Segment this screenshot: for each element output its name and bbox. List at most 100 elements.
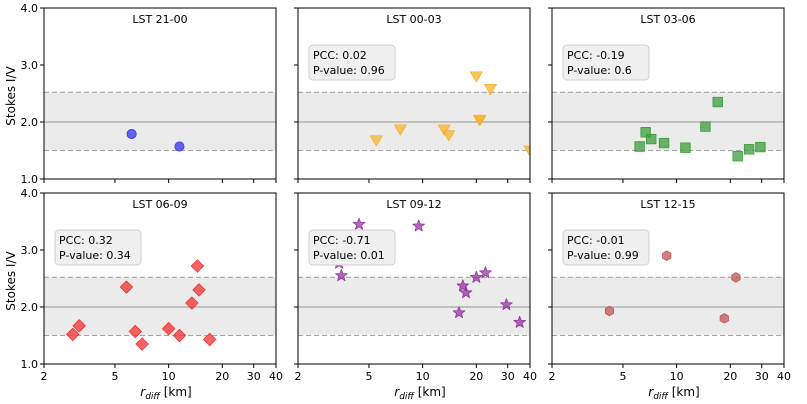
panel-lst-12-15: 2 5 10 20 30 40 LST 12-15 PCC: -0.01 P-value: 0.…: [548, 192, 791, 383]
data-point: [513, 315, 526, 328]
data-point: [712, 96, 723, 108]
data-point: [437, 124, 451, 136]
stats-box-bg: [562, 229, 650, 266]
data-point: [646, 133, 657, 145]
x-axis-title-middle: rdiff [km]: [394, 385, 445, 402]
panel-title: LST 00-03: [386, 13, 441, 26]
data-point: [731, 272, 741, 283]
data-point: [352, 217, 366, 230]
data-point: [523, 145, 530, 157]
stats-box-bg: [54, 229, 142, 266]
x-tick-label: 30: [247, 370, 261, 383]
panel-title: LST 06-09: [132, 198, 187, 211]
y-tick-label: 1.0: [21, 173, 39, 186]
panel-title: LST 03-06: [640, 13, 695, 26]
y-tick-label: 3.0: [21, 244, 39, 257]
x-axis-title-right: rdiff [km]: [648, 385, 699, 402]
data-point: [700, 121, 711, 132]
pvalue-text: P-value: 0.99: [567, 249, 639, 262]
data-point: [393, 124, 407, 136]
panel-title: LST 12-15: [640, 198, 695, 211]
data-points: [126, 128, 185, 152]
data-point: [479, 266, 492, 279]
x-tick-label: 10: [670, 370, 684, 383]
y-tick-label: 2.0: [21, 116, 39, 129]
data-point: [192, 283, 206, 297]
x-axis-title-r: r: [394, 385, 400, 399]
x-tick-label: 20: [215, 370, 229, 383]
pcc-text: PCC: 0.32: [59, 234, 113, 247]
stats-box-bg: [308, 229, 396, 266]
data-points: [604, 250, 741, 324]
x-tick-label: 10: [162, 370, 176, 383]
data-points: [634, 96, 766, 162]
pcc-text: PCC: 0.02: [313, 49, 367, 62]
y-tick-label: 4.0: [21, 2, 39, 15]
data-point: [126, 128, 137, 139]
stats-box: PCC: -0.01 P-value: 0.99: [562, 229, 650, 266]
data-point: [452, 306, 466, 319]
pcc-text: PCC: -0.01: [567, 234, 625, 247]
data-point: [135, 337, 149, 351]
panel-frame: [551, 192, 785, 365]
data-point: [484, 84, 497, 96]
panel-frame: [551, 7, 785, 180]
panel-frame: [297, 7, 531, 180]
data-point: [680, 142, 691, 153]
data-point: [755, 141, 766, 153]
stats-box: PCC: 0.02 P-value: 0.96: [308, 44, 396, 81]
pvalue-text: P-value: 0.6: [567, 64, 632, 77]
x-tick-label: 40: [269, 370, 283, 383]
data-point: [203, 332, 217, 347]
panel-lst-03-06: LST 03-06 PCC: -0.19 P-value: 0.6: [548, 7, 785, 183]
data-point: [662, 250, 672, 261]
x-axis-title-left: rdiff [km]: [140, 385, 191, 402]
x-axis-title-sub: diff: [653, 392, 669, 402]
data-point: [369, 135, 383, 147]
data-point: [456, 279, 470, 292]
x-axis-title-unit: [km]: [414, 385, 446, 399]
pcc-text: PCC: -0.19: [567, 49, 625, 62]
x-axis-title-sub: diff: [145, 392, 161, 402]
pvalue-text: P-value: 0.34: [59, 249, 131, 262]
panel-frame: [43, 7, 277, 180]
y-tick-label: 4.0: [21, 187, 39, 200]
x-tick-label: 2: [549, 370, 556, 383]
data-point: [119, 280, 134, 294]
data-point: [172, 328, 187, 343]
data-point: [162, 322, 176, 336]
x-tick-label: 20: [469, 370, 483, 383]
y-axis-title-top: Stokes I/V: [4, 66, 18, 126]
data-point: [634, 141, 645, 152]
panel-lst-09-12: 2 5 10 20 30 40 LST 09-12 PCC: -0.71 P-value: 0.…: [294, 192, 537, 383]
data-point: [190, 259, 205, 273]
x-tick-label: 5: [365, 370, 372, 383]
data-point: [732, 151, 743, 162]
panel-lst-00-03: LST 00-03 PCC: 0.02 P-value: 0.96: [294, 7, 531, 183]
data-point: [500, 298, 513, 311]
x-tick-label: 5: [111, 370, 118, 383]
x-tick-label: 5: [619, 370, 626, 383]
data-point: [442, 130, 456, 142]
x-tick-label: 30: [755, 370, 769, 383]
data-point: [604, 305, 615, 317]
panel-lst-06-09: 1.0 2.0 3.0 4.0 2 5 10 20 30 40 LST 06-09 PCC: 0.32…: [21, 187, 284, 383]
data-points: [66, 259, 217, 351]
x-tick-label: 2: [41, 370, 48, 383]
y-tick-label: 3.0: [21, 59, 39, 72]
y-tick-label: 2.0: [21, 301, 39, 314]
pcc-text: PCC: -0.71: [313, 234, 371, 247]
data-point: [473, 114, 487, 126]
stats-box-bg: [308, 44, 396, 81]
x-tick-label: 10: [416, 370, 430, 383]
data-point: [335, 269, 348, 282]
x-axis-title-unit: [km]: [160, 385, 192, 399]
data-point: [719, 313, 729, 324]
data-point: [459, 286, 473, 299]
stats-box: PCC: -0.71 P-value: 0.01: [308, 229, 396, 266]
panel-frame: [297, 192, 531, 365]
stats-box: PCC: 0.32 P-value: 0.34: [54, 229, 142, 266]
data-point: [743, 144, 755, 155]
data-point: [66, 327, 80, 341]
